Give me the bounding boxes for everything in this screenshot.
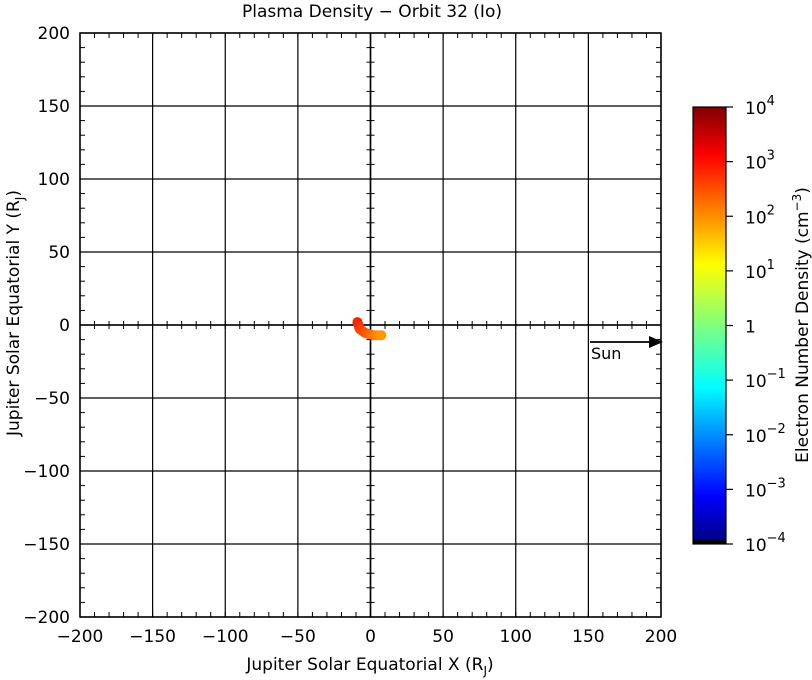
colorbar-tick-label: 10−1	[745, 367, 786, 392]
x-tick-label: 100	[500, 627, 532, 647]
x-tick-label: −150	[129, 627, 176, 647]
colorbar-tick-label: 101	[745, 258, 775, 283]
axis-lines	[80, 33, 661, 617]
x-tick-label: −100	[202, 627, 249, 647]
y-tick-label: −50	[34, 389, 70, 409]
x-tick-label: 0	[365, 627, 376, 647]
orbit-trajectory-points	[352, 317, 387, 341]
colorbar-ticks	[726, 106, 733, 545]
colorbar-tick-labels: 104 103 102 101 1 10−1 10−2 10−3 10−4	[745, 94, 786, 556]
x-tick-label: −200	[57, 627, 104, 647]
colorbar	[692, 106, 727, 545]
colorbar-bottom-band	[693, 540, 726, 544]
x-tick-label: −50	[280, 627, 316, 647]
x-tick-labels: −200 −150 −100 −50 0 50 100 150 200	[57, 627, 678, 647]
x-tick-label: 150	[572, 627, 604, 647]
y-tick-label: 150	[38, 97, 70, 117]
trajectory-point	[376, 330, 387, 341]
y-tick-label: 100	[38, 170, 70, 190]
colorbar-label: Electron Number Density (cm−3)	[790, 187, 812, 463]
colorbar-tick-label: 10−3	[745, 476, 786, 501]
x-tick-label: 200	[645, 627, 677, 647]
x-axis-label: Jupiter Solar Equatorial X (RJ)	[245, 655, 493, 678]
y-tick-label: 0	[59, 316, 70, 336]
colorbar-tick-label: 104	[745, 94, 775, 119]
plot-frame	[79, 32, 662, 618]
colorbar-tick-label: 102	[745, 203, 775, 228]
colorbar-tick-label: 10−2	[745, 422, 786, 447]
sun-direction-arrow	[590, 336, 663, 348]
y-tick-labels: −200 −150 −100 −50 0 50 100 150 200	[23, 24, 70, 628]
y-tick-label: −100	[23, 462, 70, 482]
x-tick-label: 50	[432, 627, 454, 647]
y-tick-label: −150	[23, 535, 70, 555]
colorbar-tick-label: 10−4	[745, 531, 786, 556]
y-tick-label: 200	[38, 24, 70, 44]
sun-label: Sun	[591, 344, 621, 363]
y-tick-label: −200	[23, 608, 70, 628]
y-tick-label: 50	[48, 243, 70, 263]
y-axis-label: Jupiter Solar Equatorial Y (RJ)	[4, 190, 27, 437]
colorbar-tick-label: 103	[745, 149, 775, 174]
colorbar-tick-label: 1	[745, 318, 756, 338]
chart-title: Plasma Density − Orbit 32 (Io)	[242, 2, 502, 22]
